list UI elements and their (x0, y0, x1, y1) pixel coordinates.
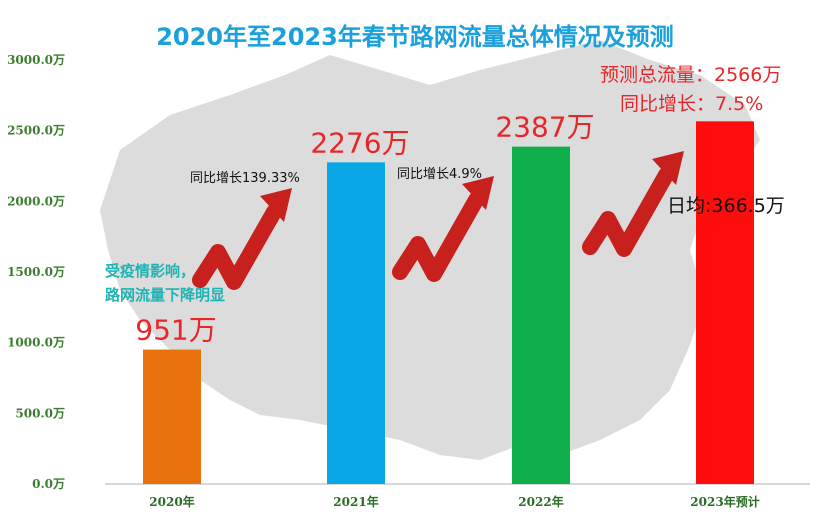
value-labels: 951万 2276万 2387万 (135, 111, 594, 347)
bars (143, 121, 754, 485)
bar-2 (512, 146, 570, 484)
x-tick-label: 2022年 (518, 494, 563, 509)
value-label: 2387万 (495, 111, 594, 144)
chart-title: 2020年至2023年春节路网流量总体情况及预测 (156, 23, 674, 51)
forecast-total-label: 预测总流量：2566万 (600, 64, 781, 86)
daily-average-label: 日均:366.5万 (667, 195, 785, 217)
y-tick-label: 1000.0万 (7, 336, 65, 350)
y-tick-label: 1500.0万 (7, 265, 65, 279)
growth-arrow-3 (582, 151, 684, 257)
x-tick-label: 2021年 (333, 494, 378, 509)
bar-3 (696, 121, 754, 484)
x-axis: 2020年 2021年 2022年 2023年预计 (149, 494, 759, 509)
value-label: 951万 (135, 314, 216, 347)
growth-arrow-2 (392, 176, 494, 282)
bar-1 (327, 162, 385, 485)
bar-0 (143, 349, 201, 484)
growth-label-2022: 同比增长4.9% (397, 167, 482, 182)
y-tick-label: 0.0万 (32, 477, 65, 491)
covid-note-line1: 受疫情影响， (105, 262, 195, 280)
y-tick-label: 2000.0万 (7, 194, 65, 208)
y-tick-label: 500.0万 (15, 406, 65, 420)
y-axis: 0.0万 500.0万 1000.0万 1500.0万 2000.0万 2500.0万 30… (7, 53, 65, 491)
covid-note-line2: 路网流量下降明显 (105, 286, 225, 304)
y-tick-label: 3000.0万 (7, 53, 65, 67)
value-label: 2276万 (310, 126, 409, 159)
x-tick-label: 2020年 (149, 494, 194, 509)
x-tick-label: 2023年预计 (690, 494, 759, 509)
y-tick-label: 2500.0万 (7, 124, 65, 138)
forecast-growth-label: 同比增长：7.5% (620, 93, 763, 115)
growth-arrow-1 (192, 188, 292, 290)
growth-label-2021: 同比增长139.33% (190, 171, 300, 186)
